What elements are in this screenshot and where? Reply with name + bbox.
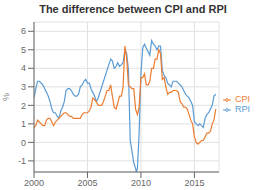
svg-text:2000: 2000 <box>24 178 44 188</box>
html-text:CPI: CPI <box>235 94 250 104</box>
svg-text:5: 5 <box>21 45 26 55</box>
svg-text:0: 0 <box>21 138 26 148</box>
html-text:RPI: RPI <box>235 104 250 114</box>
svg-text:2015: 2015 <box>184 178 204 188</box>
svg-text:2010: 2010 <box>131 178 151 188</box>
svg-text:2: 2 <box>21 101 26 111</box>
svg-text:4: 4 <box>21 63 26 73</box>
svg-text:-1: -1 <box>18 156 26 166</box>
svg-text:6: 6 <box>21 26 26 36</box>
svg-text:2005: 2005 <box>77 178 97 188</box>
svg-text:3: 3 <box>21 82 26 92</box>
svg-text:%: % <box>8 93 11 101</box>
html-text:The difference between CPI and: The difference between CPI and RPI <box>39 3 227 15</box>
svg-text:1: 1 <box>21 119 26 129</box>
